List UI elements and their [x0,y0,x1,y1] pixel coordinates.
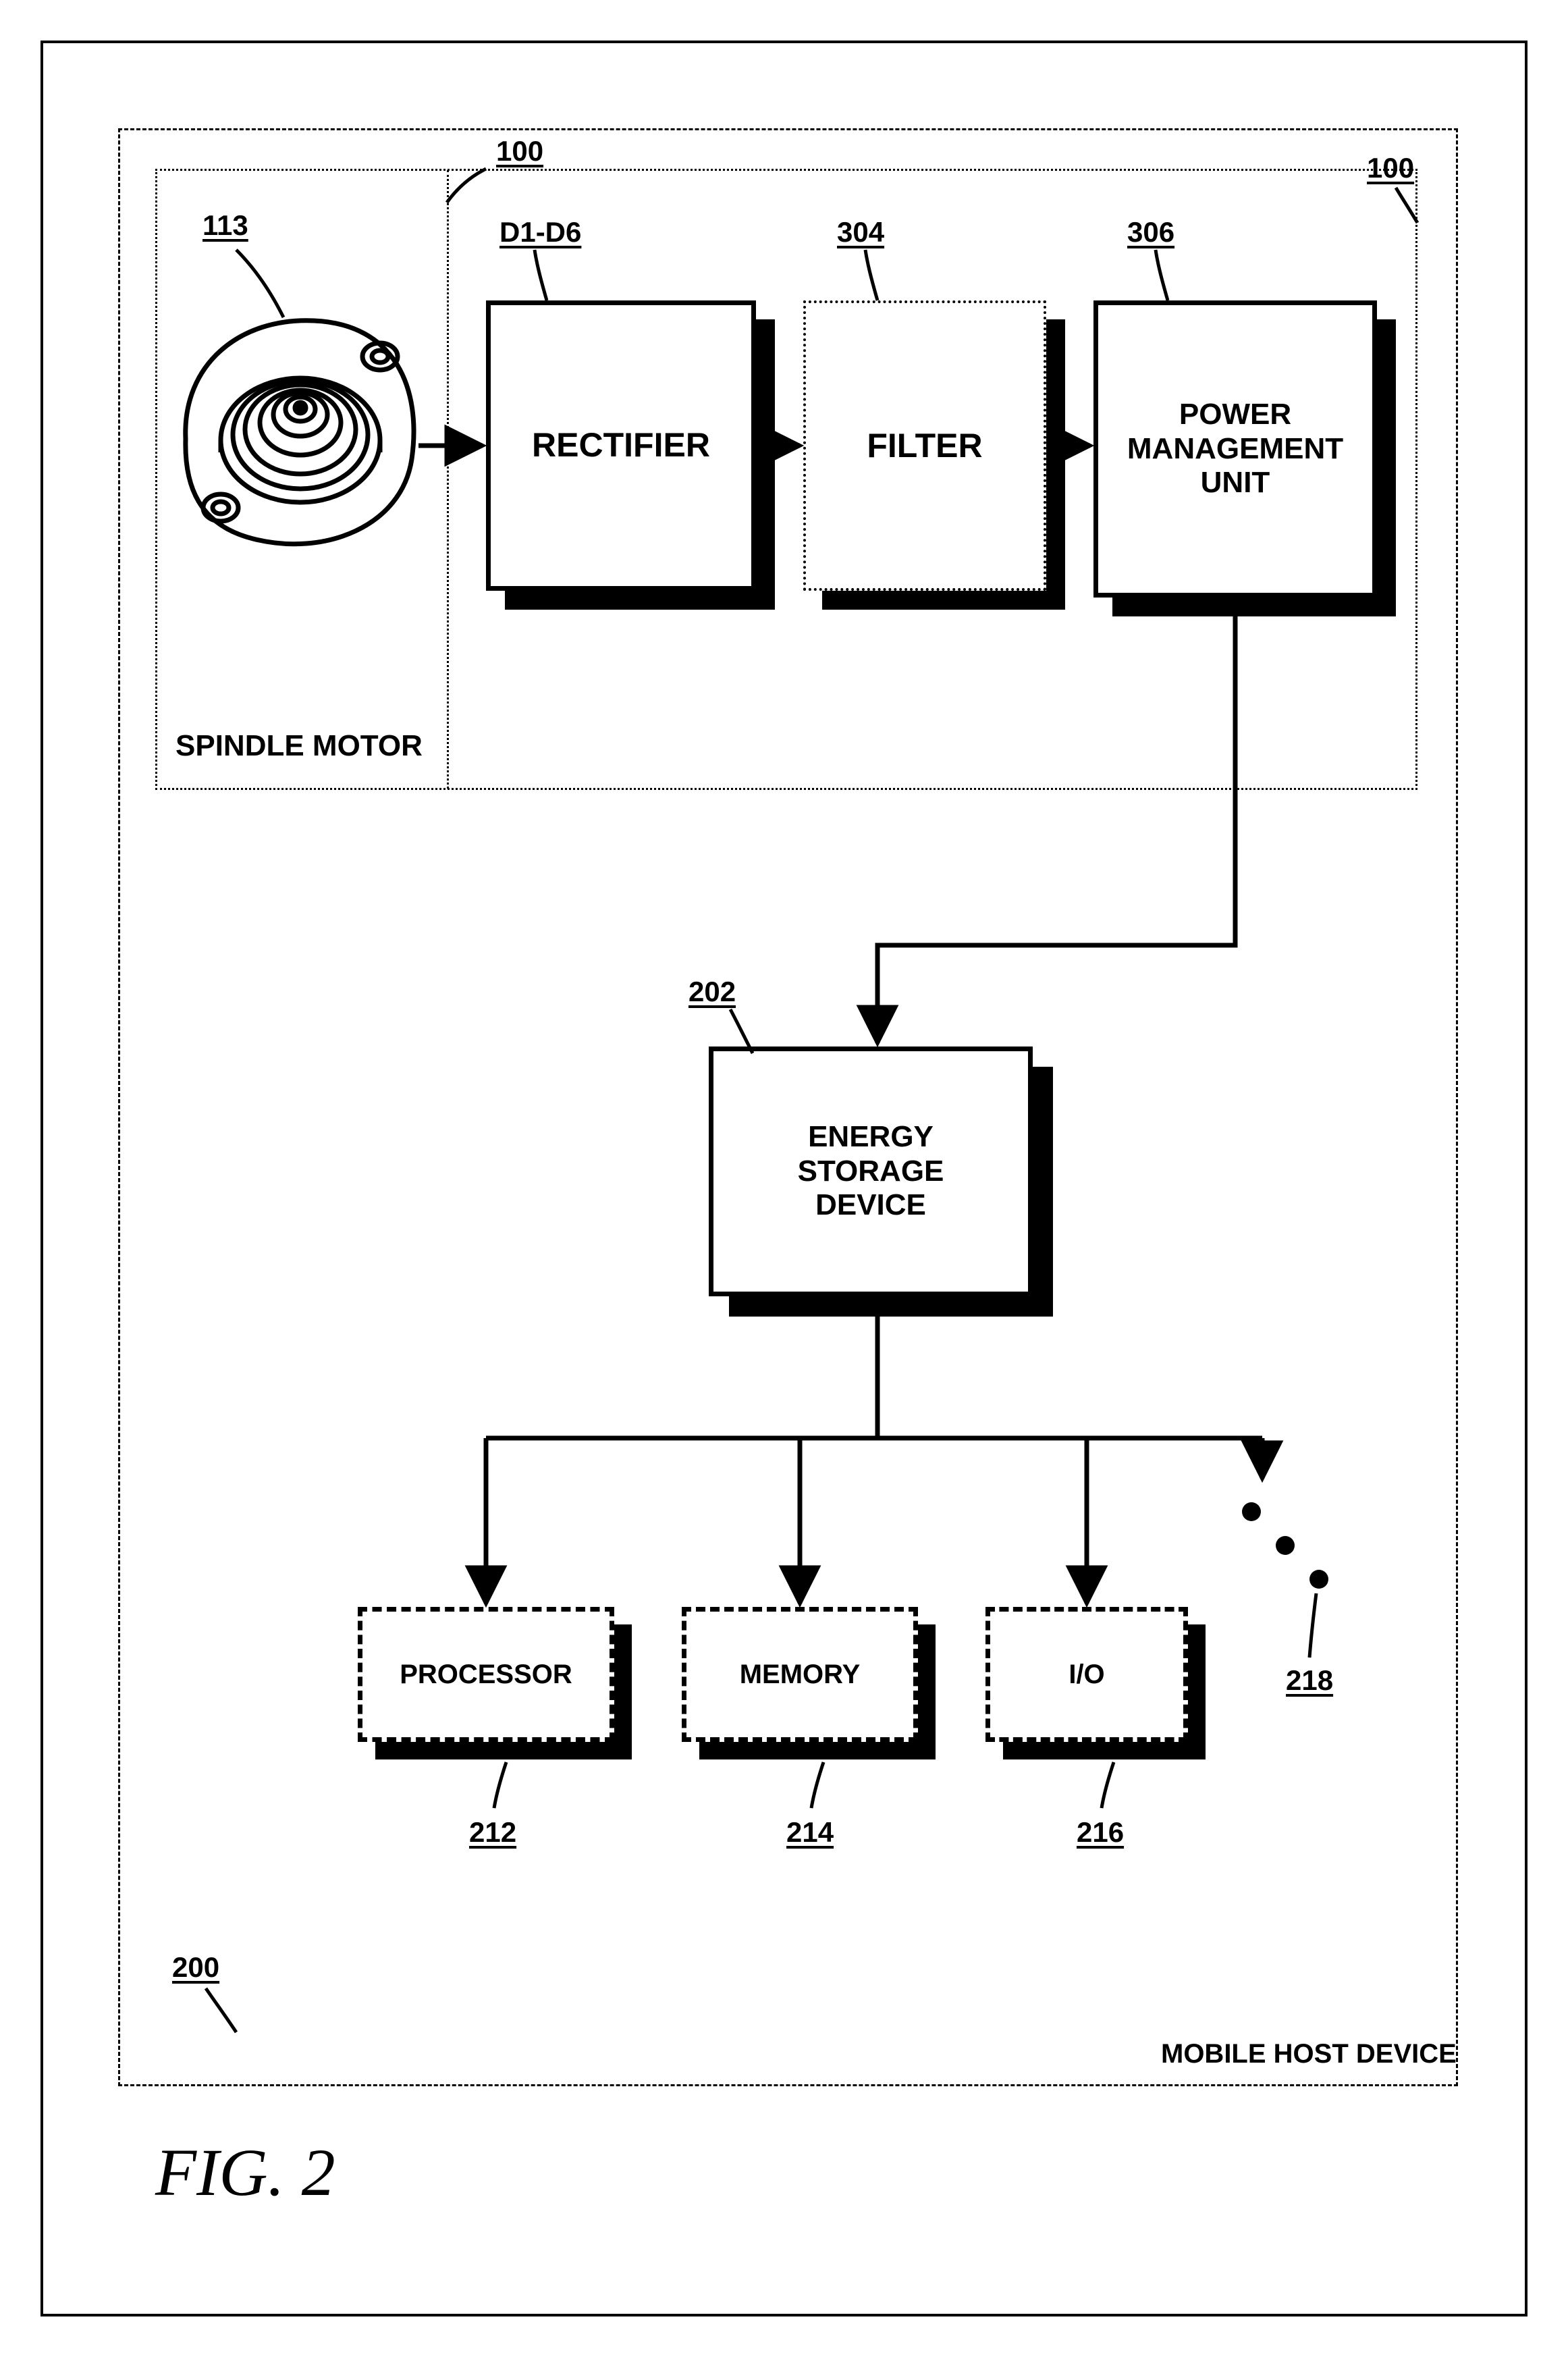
ref-216: 216 [1077,1816,1124,1849]
processor-label: PROCESSOR [400,1660,572,1690]
diagram-canvas: RECTIFIER FILTER POWER MANAGEMENT UNIT E… [0,0,1568,2357]
spindle-motor-label: SPINDLE MOTOR [175,729,423,763]
ref-d1d6: D1-D6 [499,216,581,248]
spindle-compartment [447,170,449,789]
io-label: I/O [1069,1660,1104,1690]
rectifier-block: RECTIFIER [486,300,756,591]
ref-113: 113 [202,209,248,242]
pmu-label: POWER MANAGEMENT UNIT [1127,398,1343,500]
ref-202: 202 [688,976,736,1008]
figure-caption: FIG. 2 [155,2134,335,2211]
pmu-block: POWER MANAGEMENT UNIT [1093,300,1377,598]
rectifier-label: RECTIFIER [532,426,710,465]
ref-214: 214 [786,1816,834,1849]
ellipsis-dot [1309,1570,1328,1589]
ref-304: 304 [837,216,884,248]
memory-block: MEMORY [682,1607,918,1742]
filter-label: FILTER [867,426,982,465]
io-block: I/O [985,1607,1188,1742]
mobile-host-device-label: MOBILE HOST DEVICE [1161,2039,1457,2069]
memory-label: MEMORY [740,1660,861,1690]
ref-306: 306 [1127,216,1174,248]
ref-218: 218 [1286,1664,1333,1697]
processor-block: PROCESSOR [358,1607,614,1742]
ref-100-left: 100 [496,135,543,167]
ref-200: 200 [172,1951,219,1984]
storage-label: ENERGY STORAGE DEVICE [798,1120,944,1223]
ellipsis-dot [1242,1502,1261,1521]
ref-100-right: 100 [1367,152,1414,184]
ellipsis-dot [1276,1536,1295,1555]
storage-block: ENERGY STORAGE DEVICE [709,1047,1033,1296]
ref-212: 212 [469,1816,516,1849]
filter-block: FILTER [803,300,1046,591]
